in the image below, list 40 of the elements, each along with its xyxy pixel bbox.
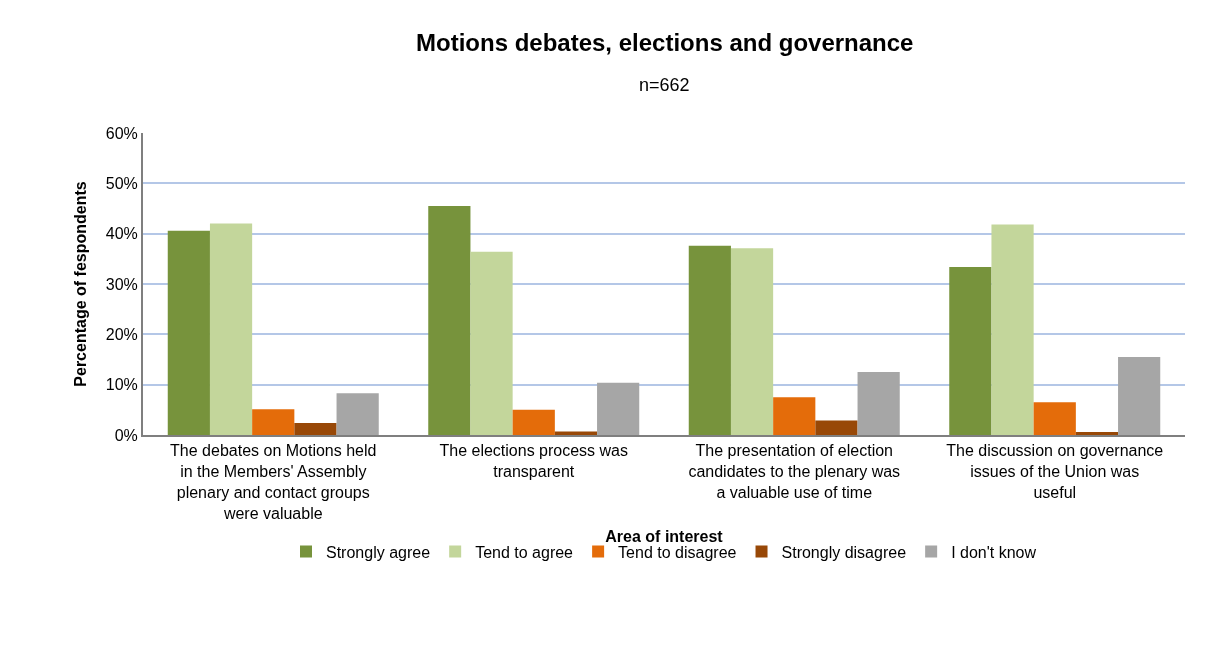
x-axis-title: Area of interest (605, 527, 724, 545)
x-tick-label: The debates on Motions held in the Members' Assembly plenary and contact groups were valuable (170, 442, 377, 522)
legend-label: Strongly disagree (781, 543, 907, 561)
x-tick-label: The discussion on governance issues of the Union was useful (946, 442, 1164, 501)
y-axis-title: Percentage of fespondents (72, 181, 90, 387)
bar (815, 420, 858, 435)
y-tick-label: 50% (105, 174, 138, 192)
y-tick-label: 60% (105, 124, 138, 142)
y-tick-label: 40% (105, 225, 138, 243)
bar (949, 266, 992, 435)
bar (773, 397, 816, 435)
bar (209, 223, 253, 435)
bar (1075, 431, 1119, 435)
bar (470, 251, 513, 435)
x-tick-label: The presentation of election candidates to the plenary was a valuable use of time (688, 442, 901, 501)
bar (252, 409, 295, 435)
y-tick-label: 20% (105, 325, 138, 343)
bar (336, 393, 379, 435)
legend-label: Strongly agree (326, 543, 431, 561)
y-tick-label: 30% (105, 275, 138, 293)
bar (597, 382, 640, 435)
bar (688, 245, 731, 435)
bar (428, 205, 471, 435)
bar (167, 230, 210, 435)
legend-label: Tend to agree (475, 543, 574, 561)
x-tick-label: The elections process was transparent (439, 442, 629, 480)
bar (554, 431, 598, 435)
chart-subtitle: n=662 (639, 75, 690, 95)
bar (1118, 356, 1161, 435)
bar (730, 248, 774, 435)
chart-title: Motions debates, elections and governance (416, 29, 914, 56)
y-tick-label: 10% (105, 376, 138, 394)
bar (512, 409, 555, 435)
bar (1033, 402, 1076, 435)
y-tick-label: 0% (114, 426, 138, 444)
legend-label: I don't know (951, 543, 1037, 561)
bar (857, 372, 900, 435)
bar (294, 422, 337, 435)
bar (991, 224, 1034, 435)
legend-label: Tend to disagree (618, 543, 737, 561)
